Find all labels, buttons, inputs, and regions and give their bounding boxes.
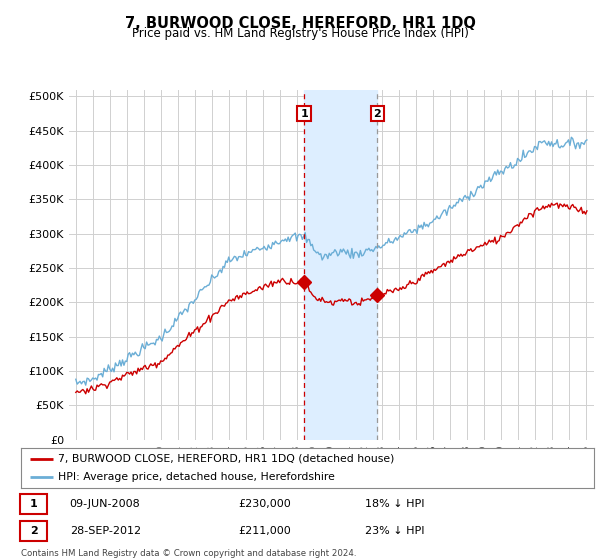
Text: £211,000: £211,000 [239,526,292,536]
Text: 1: 1 [30,499,37,508]
Text: 28-SEP-2012: 28-SEP-2012 [70,526,141,536]
Text: HPI: Average price, detached house, Herefordshire: HPI: Average price, detached house, Here… [58,473,335,482]
Text: 18% ↓ HPI: 18% ↓ HPI [365,499,424,508]
Text: Price paid vs. HM Land Registry's House Price Index (HPI): Price paid vs. HM Land Registry's House … [131,27,469,40]
FancyBboxPatch shape [20,494,47,514]
Text: 7, BURWOOD CLOSE, HEREFORD, HR1 1DQ (detached house): 7, BURWOOD CLOSE, HEREFORD, HR1 1DQ (det… [58,454,395,464]
Text: 2: 2 [30,526,37,536]
Text: 2: 2 [373,109,381,119]
Text: £230,000: £230,000 [239,499,292,508]
FancyBboxPatch shape [20,521,47,541]
Text: 23% ↓ HPI: 23% ↓ HPI [365,526,424,536]
Text: 09-JUN-2008: 09-JUN-2008 [70,499,140,508]
Text: 1: 1 [300,109,308,119]
Text: Contains HM Land Registry data © Crown copyright and database right 2024.
This d: Contains HM Land Registry data © Crown c… [21,549,356,560]
Text: 7, BURWOOD CLOSE, HEREFORD, HR1 1DQ: 7, BURWOOD CLOSE, HEREFORD, HR1 1DQ [125,16,475,31]
Bar [304,90,377,440]
